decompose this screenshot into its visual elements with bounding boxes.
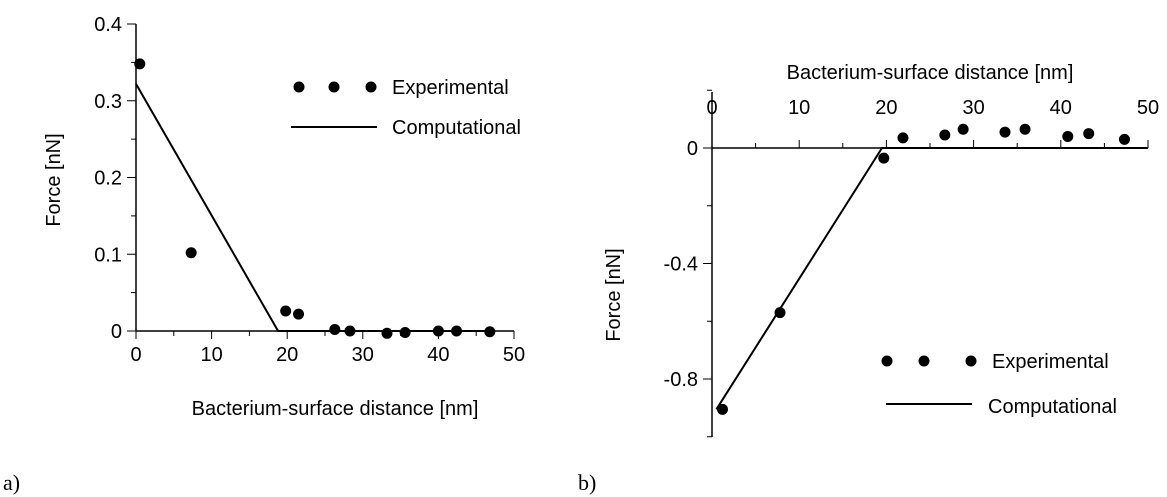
x-axis-label: Bacterium-surface distance [nm] — [192, 398, 479, 420]
experimental-point — [280, 305, 292, 317]
y-tick-label: -0.4 — [664, 254, 698, 276]
chart-panel-a: 0 10 20 30 40 50 0 0.1 0.2 0.3 0.4 Bacterium-surfa… — [3, 14, 525, 495]
panel-label: b) — [578, 470, 596, 495]
legend-marker-experimental — [918, 355, 930, 367]
experimental-point — [1062, 130, 1074, 142]
legend-marker-group — [293, 81, 377, 93]
computational-line — [715, 147, 1148, 410]
experimental-point — [1083, 128, 1095, 140]
experimental-point — [999, 126, 1011, 138]
experimental-point — [134, 58, 146, 70]
series-group — [715, 123, 1148, 415]
y-axis-label: Force [nN] — [603, 248, 625, 341]
experimental-point — [1019, 123, 1031, 135]
y-tick-label: 0.3 — [94, 91, 122, 113]
x-tick-label: 50 — [1137, 97, 1159, 119]
x-tick-label: 10 — [200, 344, 222, 366]
y-tick-label: -0.8 — [664, 369, 698, 391]
legend: Experimental Computational — [291, 77, 521, 139]
legend-label-computational: Computational — [392, 117, 521, 139]
y-tick-label: 0.2 — [94, 168, 122, 190]
legend-label-experimental: Experimental — [992, 351, 1109, 373]
x-tick-label: 30 — [962, 97, 984, 119]
tick-labels: 0 10 20 30 40 50 -0.8 -0.4 0 — [664, 97, 1160, 391]
experimental-point — [716, 403, 728, 415]
experimental-point — [878, 152, 890, 164]
legend-marker-experimental — [881, 355, 893, 367]
y-tick-label: 0 — [111, 321, 122, 343]
legend-marker-group — [881, 355, 977, 367]
series-group — [134, 58, 496, 339]
axes — [127, 23, 515, 339]
legend-marker-experimental — [965, 355, 977, 367]
experimental-point — [185, 247, 197, 259]
legend: Experimental Computational — [881, 351, 1117, 418]
computational-line — [135, 83, 496, 332]
x-tick-label: 10 — [788, 97, 810, 119]
experimental-point — [774, 307, 786, 319]
experimental-point — [1118, 133, 1130, 145]
experimental-point — [399, 327, 411, 339]
legend-marker-experimental — [328, 81, 340, 93]
experimental-point — [381, 327, 393, 339]
experimental-point — [897, 132, 909, 144]
x-tick-label: 40 — [427, 344, 449, 366]
x-tick-label: 30 — [352, 344, 374, 366]
y-axis-label: Force [nN] — [43, 133, 65, 226]
y-tick-label: 0.4 — [94, 14, 122, 36]
axes — [703, 89, 1149, 438]
x-axis-label: Bacterium-surface distance [nm] — [787, 62, 1074, 84]
experimental-point — [957, 123, 969, 135]
experimental-point — [329, 323, 341, 335]
x-tick-label: 0 — [706, 97, 717, 119]
legend-label-experimental: Experimental — [392, 77, 509, 99]
x-tick-label: 50 — [503, 344, 525, 366]
experimental-point — [939, 129, 951, 141]
x-tick-label: 40 — [1050, 97, 1072, 119]
tick-labels: 0 10 20 30 40 50 0 0.1 0.2 0.3 0.4 — [94, 14, 525, 366]
experimental-point — [293, 308, 305, 320]
legend-label-computational: Computational — [988, 396, 1117, 418]
chart-panel-b: 0 10 20 30 40 50 -0.8 -0.4 0 Bacterium-surface d… — [578, 62, 1159, 495]
legend-marker-experimental — [365, 81, 377, 93]
x-tick-label: 20 — [875, 97, 897, 119]
y-tick-label: 0.1 — [94, 244, 122, 266]
x-tick-label: 20 — [276, 344, 298, 366]
panel-label: a) — [3, 470, 20, 495]
legend-marker-experimental — [293, 81, 305, 93]
x-tick-label: 0 — [130, 344, 141, 366]
y-tick-label: 0 — [687, 138, 698, 160]
